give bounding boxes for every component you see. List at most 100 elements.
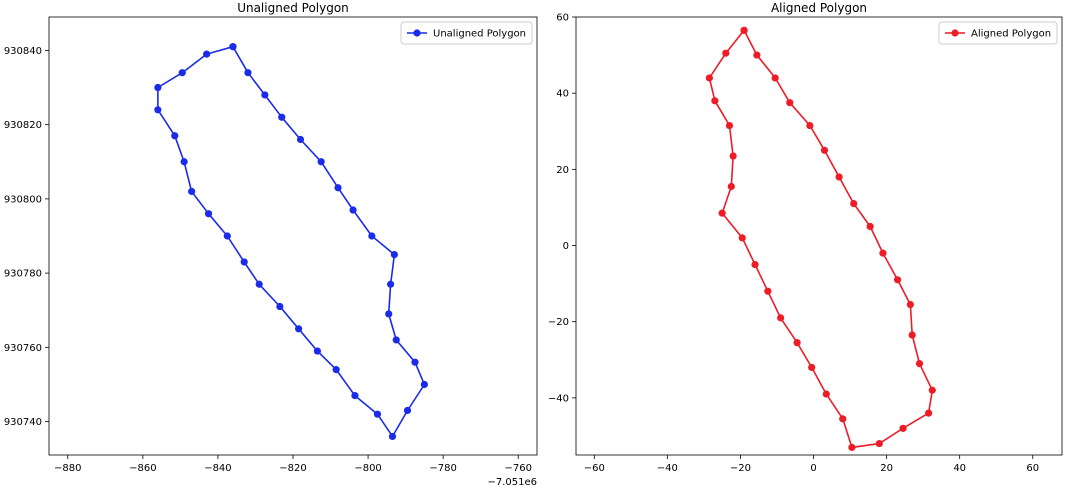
chart-1-ytick-label: 930820 bbox=[4, 120, 42, 131]
chart-1-point bbox=[420, 380, 428, 389]
chart-2-title: Aligned Polygon bbox=[771, 1, 867, 15]
chart-1-xtick-label: −800 bbox=[354, 463, 381, 474]
chart-2-point bbox=[808, 363, 816, 371]
chart-1-point bbox=[385, 310, 393, 318]
chart-2-ytick-label: 0 bbox=[563, 241, 569, 252]
chart-1-point bbox=[171, 132, 179, 140]
chart-2-point bbox=[835, 173, 843, 181]
chart-2-point bbox=[718, 209, 726, 217]
chart-1-point bbox=[390, 250, 398, 259]
chart-1-point bbox=[180, 158, 188, 166]
chart-1-legend-marker bbox=[413, 29, 421, 37]
chart-2-plot: Aligned Polygon −60 −40 −20 0 20 40 60 −40 −20 0 20… bbox=[548, 1, 1063, 474]
chart-1-ytick-label: 930800 bbox=[4, 194, 42, 205]
chart-2-point bbox=[928, 386, 936, 394]
chart-1-point bbox=[351, 392, 359, 400]
chart-1-point bbox=[349, 206, 357, 214]
chart-2-xtick-label: 60 bbox=[1026, 463, 1039, 474]
chart-1-point bbox=[223, 232, 231, 240]
chart-2-point bbox=[711, 97, 719, 105]
chart-2-point bbox=[793, 339, 801, 347]
chart-2-point bbox=[893, 276, 902, 284]
chart-2-point bbox=[740, 26, 748, 34]
chart-1-point bbox=[188, 187, 196, 196]
chart-1-legend-label: Unaligned Polygon bbox=[433, 29, 526, 40]
chart-2-point bbox=[705, 74, 713, 82]
chart-2-point bbox=[786, 99, 794, 107]
chart-1-ytick-label: 930780 bbox=[4, 269, 42, 280]
chart-1-plot: Unaligned Polygon −880 −860 −840 −820 −800 −78… bbox=[4, 1, 538, 488]
chart-1-point bbox=[334, 184, 342, 192]
chart-1-point bbox=[373, 410, 382, 418]
chart-1-point bbox=[392, 336, 400, 344]
chart-2-point bbox=[722, 49, 730, 57]
chart-1-x-offset-label: −7.051e6 bbox=[487, 477, 537, 488]
chart-1-point bbox=[387, 280, 395, 288]
chart-2-point bbox=[777, 314, 785, 322]
chart-2-point bbox=[925, 409, 933, 417]
chart-2-point bbox=[820, 146, 829, 154]
chart-2-legend-box bbox=[938, 21, 1058, 45]
chart-2-point bbox=[764, 287, 772, 295]
chart-2-point bbox=[906, 300, 914, 309]
chart-1-axes-frame bbox=[48, 16, 538, 456]
chart-2-ytick-label: −20 bbox=[548, 317, 569, 328]
chart-1-ytick-label: 930740 bbox=[4, 417, 42, 428]
chart-1-point bbox=[229, 43, 237, 51]
chart-1-point bbox=[317, 158, 325, 166]
chart-1-point bbox=[204, 210, 213, 218]
chart-1-point bbox=[244, 69, 252, 77]
chart-2-point bbox=[725, 121, 734, 130]
chart-1-point bbox=[296, 135, 305, 144]
chart-1-xtick-label: −820 bbox=[279, 463, 306, 474]
chart-2-point bbox=[738, 234, 746, 242]
chart-2-axes-frame bbox=[575, 16, 1063, 456]
chart-1-point bbox=[403, 406, 412, 415]
chart-1-point bbox=[154, 83, 162, 92]
chart-2-point bbox=[771, 74, 779, 82]
chart-1-point bbox=[295, 325, 303, 333]
chart-2-point bbox=[915, 359, 924, 368]
chart-2-ytick-label: 20 bbox=[556, 165, 569, 176]
chart-1-point bbox=[178, 69, 186, 77]
chart-2-xtick-label: −60 bbox=[584, 463, 605, 474]
chart-1-point bbox=[240, 258, 248, 266]
chart-2-point bbox=[753, 51, 761, 59]
chart-2-point bbox=[729, 152, 737, 160]
chart-1-point bbox=[261, 91, 269, 99]
chart-1-legend-box bbox=[400, 21, 533, 45]
chart-1-point bbox=[313, 347, 321, 355]
chart-2-point bbox=[848, 443, 856, 451]
chart-2-xtick-label: 0 bbox=[810, 463, 816, 474]
chart-1-point bbox=[276, 302, 284, 311]
chart-2-point bbox=[879, 249, 887, 257]
chart-2-point bbox=[727, 182, 735, 191]
chart-1-ytick-label: 930840 bbox=[4, 46, 42, 57]
chart-1-xtick-label: −840 bbox=[204, 463, 231, 474]
chart-2-point bbox=[751, 260, 759, 269]
chart-2-point bbox=[899, 424, 907, 432]
chart-2-ytick-label: 60 bbox=[556, 13, 569, 24]
chart-1-point bbox=[154, 106, 162, 114]
chart-2-point bbox=[839, 415, 847, 423]
chart-2-point bbox=[866, 222, 874, 231]
chart-1-point bbox=[278, 113, 286, 121]
chart-1-point bbox=[203, 50, 211, 58]
chart-2-ytick-label: 40 bbox=[556, 89, 569, 100]
chart-1-series-line bbox=[157, 45, 426, 438]
chart-2-legend-label: Aligned Polygon bbox=[971, 29, 1051, 40]
chart-1-point bbox=[388, 432, 397, 441]
chart-1-ytick-label: 930760 bbox=[4, 343, 42, 354]
chart-1-point bbox=[255, 280, 263, 288]
chart-2-point bbox=[806, 121, 814, 130]
chart-2-point bbox=[850, 200, 858, 208]
chart-2-xtick-label: 20 bbox=[880, 463, 893, 474]
chart-2-xtick-label: 40 bbox=[953, 463, 966, 474]
chart-1-title: Unaligned Polygon bbox=[237, 1, 349, 15]
chart-1-xtick-label: −780 bbox=[429, 463, 456, 474]
chart-1-point bbox=[332, 366, 340, 374]
chart-1-xtick-label: −860 bbox=[129, 463, 156, 474]
chart-1-xtick-label: −760 bbox=[504, 463, 531, 474]
chart-2-legend-marker bbox=[951, 29, 959, 37]
